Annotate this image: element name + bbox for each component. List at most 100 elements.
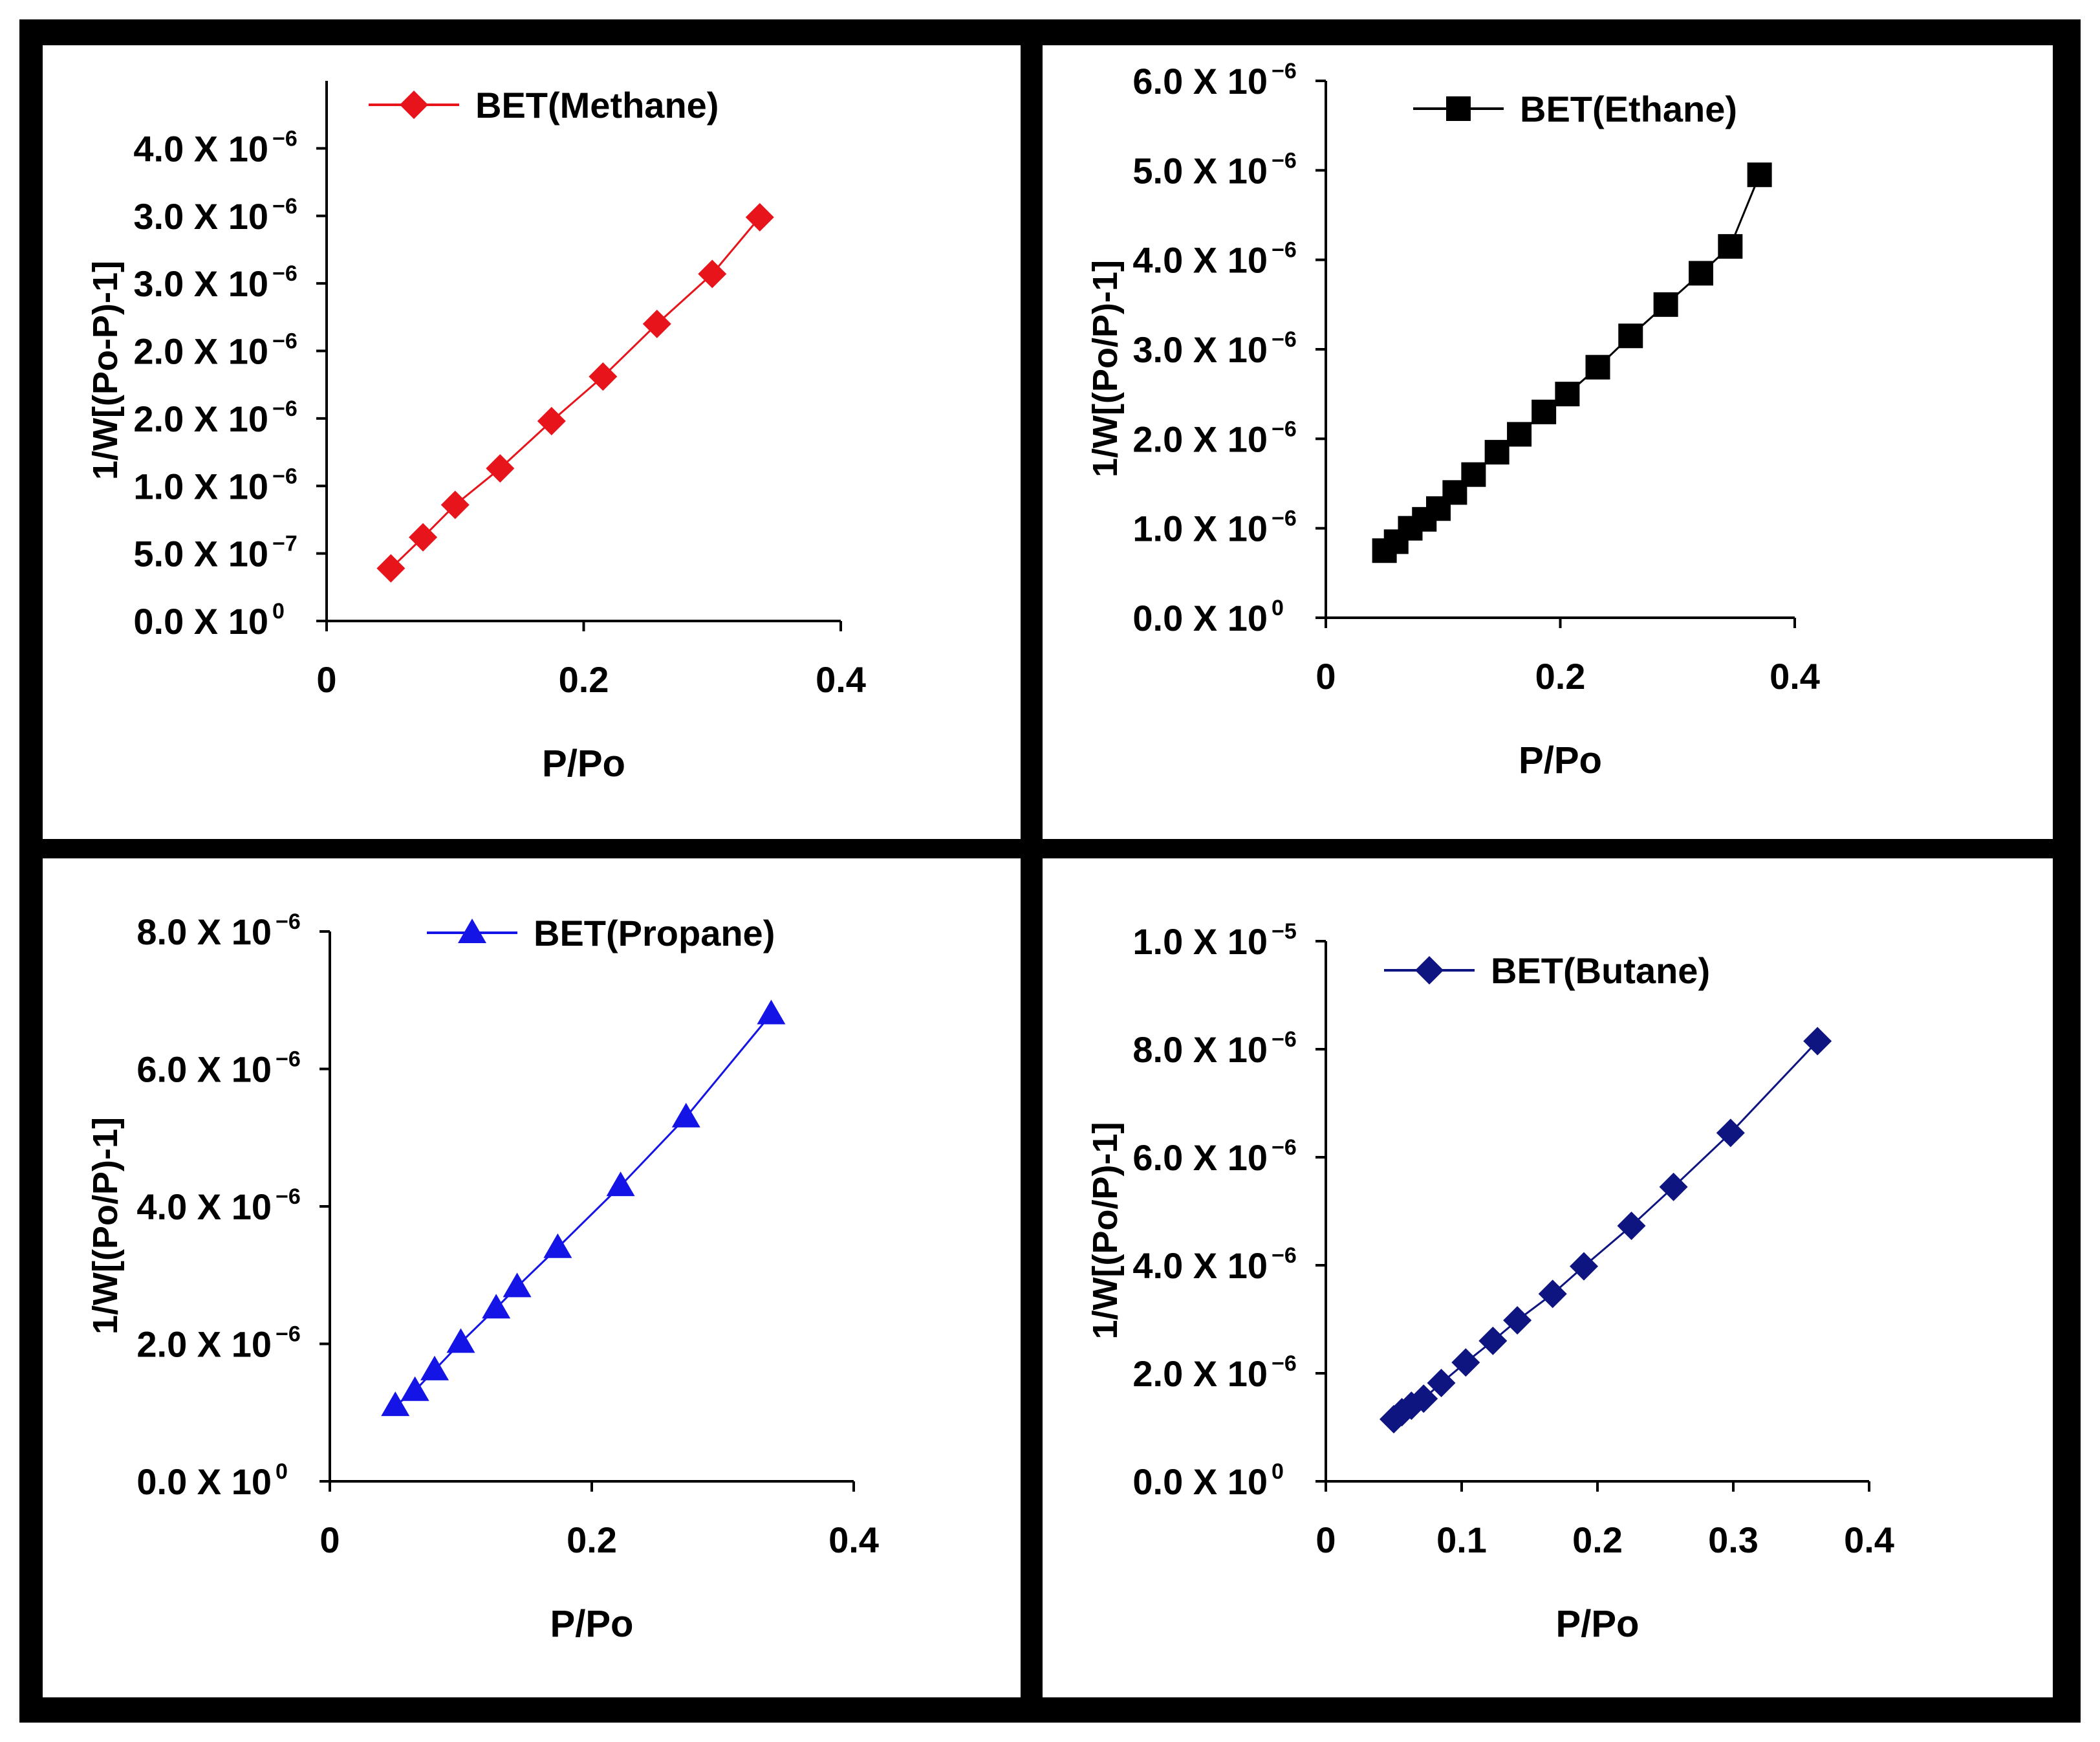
y-tick-exponent: −6 <box>1272 238 1297 263</box>
y-tick-label: 0.0 X 10 <box>1132 1461 1268 1502</box>
data-point <box>420 1355 449 1380</box>
y-tick-exponent: −6 <box>1272 506 1297 531</box>
y-tick-exponent: −6 <box>1272 1135 1297 1160</box>
chart-panel-1: 0 0.2 0.40.0 X 10 05.0 X 10 −71.0 X 10 −62.0 … <box>43 45 1021 839</box>
x-tick-label: 0 <box>1315 1519 1336 1560</box>
y-tick-exponent: −6 <box>1272 1027 1297 1052</box>
y-tick-exponent: −6 <box>276 909 301 934</box>
x-tick-label: 0.3 <box>1708 1519 1759 1560</box>
x-tick-label: 0 <box>316 659 336 700</box>
data-point <box>671 1102 700 1127</box>
data-point <box>1451 1348 1480 1377</box>
data-point <box>1507 422 1532 447</box>
y-tick-label: 2.0 X 10 <box>1132 1353 1268 1394</box>
data-point <box>1484 440 1510 465</box>
legend: BET(Methane) <box>369 85 719 125</box>
y-tick-label: 0.0 X 10 <box>136 1461 272 1502</box>
data-point <box>1716 1118 1745 1148</box>
x-axis-title: P/Po <box>1556 1603 1640 1645</box>
data-point <box>1538 1279 1567 1309</box>
panel-background <box>43 858 1021 1697</box>
x-tick-label: 0 <box>1315 656 1336 697</box>
y-tick-exponent: −6 <box>1272 1243 1297 1268</box>
data-point <box>642 309 671 338</box>
data-point <box>537 407 566 436</box>
panel-background <box>1043 858 2053 1697</box>
legend: BET(Butane) <box>1384 950 1710 991</box>
y-tick-exponent: −6 <box>1272 148 1297 173</box>
chart-panel-2: 0 0.2 0.40.0 X 10 01.0 X 10 −62.0 X 10 −63.0 … <box>1043 45 2053 839</box>
data-point <box>409 523 438 552</box>
y-tick-exponent: −6 <box>272 261 298 286</box>
data-point <box>1503 1306 1532 1335</box>
data-point <box>1617 1212 1646 1241</box>
y-tick-label: 8.0 X 10 <box>136 911 272 952</box>
y-tick-label: 6.0 X 10 <box>1132 1137 1268 1178</box>
data-point <box>1718 234 1743 259</box>
data-point <box>606 1171 635 1197</box>
data-point <box>1478 1326 1508 1355</box>
data-point <box>1570 1252 1598 1281</box>
y-tick-exponent: −6 <box>272 329 298 354</box>
legend-label: BET(Butane) <box>1491 950 1710 991</box>
y-tick-label: 0.0 X 10 <box>133 601 268 642</box>
y-tick-exponent: −6 <box>272 126 298 151</box>
y-tick-exponent: −6 <box>1272 327 1297 352</box>
data-point <box>376 554 406 583</box>
y-tick-label: 3.0 X 10 <box>133 263 268 304</box>
legend: BET(Propane) <box>427 913 775 953</box>
data-point <box>757 999 786 1025</box>
y-tick-exponent: −6 <box>276 1184 301 1209</box>
legend-marker <box>458 919 486 943</box>
legend-label: BET(Methane) <box>475 85 719 125</box>
data-point <box>482 1294 511 1319</box>
data-point <box>1427 1369 1456 1398</box>
y-tick-exponent: −6 <box>1272 59 1297 83</box>
y-tick-exponent: 0 <box>272 599 285 624</box>
y-tick-label: 0.0 X 10 <box>1132 598 1268 638</box>
data-point <box>503 1272 532 1298</box>
y-tick-label: 1.0 X 10 <box>1132 508 1268 549</box>
y-axis-title: 1/W[(Po/P)-1] <box>1086 1122 1125 1340</box>
x-axis-title: P/Po <box>1519 739 1602 781</box>
x-axis-title: P/Po <box>550 1603 634 1645</box>
legend-marker <box>400 91 428 119</box>
panel-background <box>1043 45 2053 839</box>
y-tick-exponent: 0 <box>276 1459 288 1484</box>
y-tick-label: 1.0 X 10 <box>1132 921 1268 962</box>
x-tick-label: 0.4 <box>828 1519 879 1560</box>
y-tick-exponent: −6 <box>1272 417 1297 441</box>
data-point <box>381 1391 410 1417</box>
y-tick-label: 2.0 X 10 <box>136 1324 272 1365</box>
chart-panel-3: 0 0.2 0.40.0 X 10 02.0 X 10 −64.0 X 10 −66.0 … <box>43 858 1021 1697</box>
x-tick-label: 0.4 <box>816 659 866 700</box>
data-point <box>1461 462 1486 487</box>
x-tick-label: 0.4 <box>1844 1519 1894 1560</box>
y-tick-label: 1.0 X 10 <box>133 466 268 506</box>
x-tick-label: 0.2 <box>1572 1519 1623 1560</box>
data-point <box>1747 162 1772 188</box>
x-tick-label: 0.4 <box>1770 656 1820 697</box>
data-point <box>1618 323 1643 349</box>
y-tick-label: 2.0 X 10 <box>1132 419 1268 459</box>
y-tick-label: 4.0 X 10 <box>1132 240 1268 281</box>
y-tick-label: 6.0 X 10 <box>1132 61 1268 102</box>
data-point <box>1532 399 1557 424</box>
y-tick-label: 2.0 X 10 <box>133 331 268 372</box>
data-point <box>1409 1384 1438 1413</box>
y-tick-exponent: −6 <box>276 1322 301 1347</box>
y-axis-title: 1/W[(Po-P)-1] <box>86 261 125 480</box>
legend-marker <box>1415 956 1444 985</box>
y-tick-label: 2.0 X 10 <box>133 398 268 439</box>
y-tick-label: 4.0 X 10 <box>133 128 268 169</box>
y-tick-label: 3.0 X 10 <box>1132 329 1268 370</box>
data-point <box>400 1376 429 1401</box>
y-tick-label: 4.0 X 10 <box>1132 1245 1268 1286</box>
data-point <box>745 202 774 232</box>
data-point <box>446 1328 475 1353</box>
data-point <box>698 259 727 289</box>
y-axis-title: 1/W[(Po/P)-1] <box>1086 260 1125 477</box>
data-point <box>1585 354 1610 380</box>
data-point <box>589 362 618 391</box>
